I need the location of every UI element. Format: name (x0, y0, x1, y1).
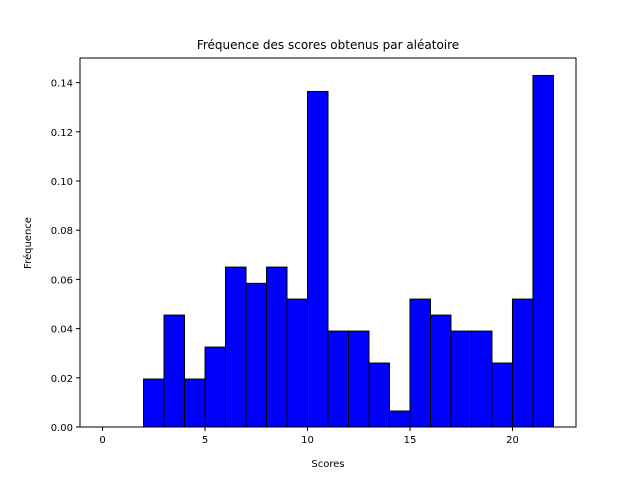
x-tick-label: 0 (99, 435, 105, 446)
bar (388, 410, 411, 428)
bar (245, 282, 268, 428)
bar (286, 298, 309, 428)
chart-title: Fréquence des scores obtenus par aléatoi… (197, 38, 459, 52)
bar (307, 90, 329, 428)
bar (204, 346, 227, 428)
bar (511, 298, 534, 428)
bar (409, 298, 431, 428)
y-tick-label: 0.02 (51, 374, 73, 385)
bar (368, 362, 390, 428)
bar (450, 330, 472, 428)
y-tick-label: 0.08 (51, 226, 73, 237)
x-tick-label: 5 (202, 435, 208, 446)
bar (143, 378, 165, 428)
bar (266, 266, 288, 428)
bar (429, 314, 452, 428)
x-tick-label: 20 (506, 435, 519, 446)
y-tick-label: 0.10 (51, 177, 73, 188)
x-axis-label: Scores (311, 459, 344, 470)
bar (470, 330, 493, 428)
y-axis-label: Fréquence (22, 217, 34, 269)
bar (347, 330, 370, 428)
y-tick-label: 0.00 (51, 423, 73, 434)
x-tick-label: 10 (301, 435, 314, 446)
plot-frame (79, 57, 577, 428)
bar (225, 266, 247, 428)
x-tick-label: 15 (404, 435, 417, 446)
y-tick-label: 0.04 (51, 325, 73, 336)
bar (327, 330, 349, 428)
y-tick-label: 0.14 (51, 79, 73, 90)
bar (491, 362, 513, 428)
bar (532, 74, 554, 428)
bar (184, 378, 206, 428)
y-tick-label: 0.06 (51, 275, 73, 286)
y-tick-label: 0.12 (51, 128, 73, 139)
bar (163, 314, 186, 428)
